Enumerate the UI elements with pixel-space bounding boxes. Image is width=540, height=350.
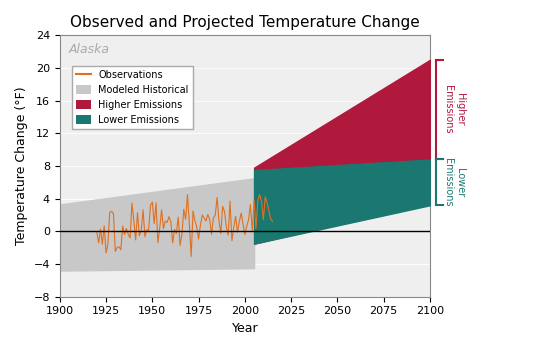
- Text: Lower
Emissions: Lower Emissions: [443, 158, 465, 207]
- Title: Observed and Projected Temperature Change: Observed and Projected Temperature Chang…: [70, 15, 420, 30]
- Text: Higher
Emissions: Higher Emissions: [443, 85, 465, 134]
- Legend: Observations, Modeled Historical, Higher Emissions, Lower Emissions: Observations, Modeled Historical, Higher…: [72, 66, 193, 129]
- X-axis label: Year: Year: [232, 322, 258, 335]
- Text: Alaska: Alaska: [69, 43, 110, 56]
- Y-axis label: Temperature Change (°F): Temperature Change (°F): [15, 87, 28, 245]
